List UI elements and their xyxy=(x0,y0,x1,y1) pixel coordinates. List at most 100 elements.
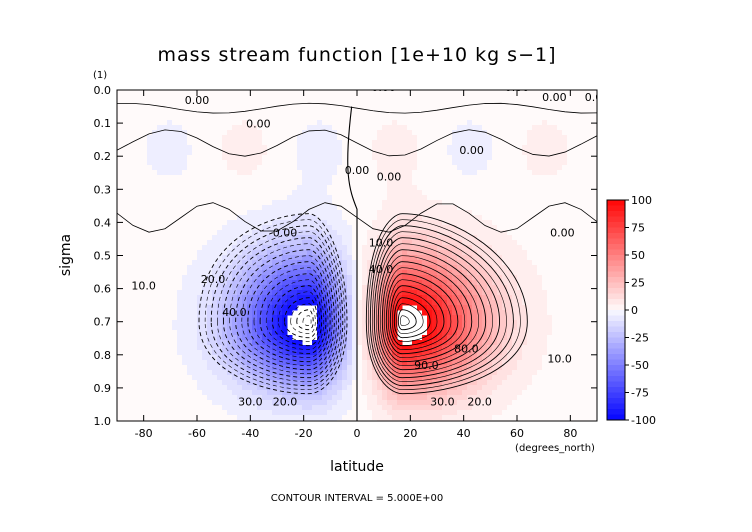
northern-hemisphere-hadley-cell-contour xyxy=(381,261,473,363)
contour-label: 40.0 xyxy=(369,263,394,276)
x-tick-label: 0 xyxy=(354,427,361,440)
contour-label: 0.00 xyxy=(550,227,575,240)
colorbar-tick-label: -50 xyxy=(631,359,649,372)
northern-hemisphere-hadley-cell-contour xyxy=(376,243,493,375)
contour-label: 10.0 xyxy=(369,237,394,250)
contour-label: 30.0 xyxy=(238,395,263,408)
upper-zero-contour xyxy=(117,102,597,114)
northern-hemisphere-hadley-cell-contour xyxy=(400,315,410,327)
x-axis-label: latitude xyxy=(330,459,384,475)
upper-zero-contour xyxy=(117,129,597,157)
contour-label: 20.0 xyxy=(273,395,298,408)
southern-hemisphere-hadley-cell-contour xyxy=(217,231,341,383)
contour-label: 90.0 xyxy=(414,359,439,372)
southern-hemisphere-hadley-cell-contour xyxy=(284,297,318,339)
northern-hemisphere-hadley-cell-contour xyxy=(392,291,438,343)
colorbar-tick-label: -25 xyxy=(631,332,649,345)
y-unit-label: (1) xyxy=(93,70,107,81)
northern-hemisphere-hadley-cell-contour xyxy=(393,297,431,339)
colorbar-tick-label: 50 xyxy=(631,249,645,262)
y-tick-label: 0.7 xyxy=(94,316,112,329)
southern-hemisphere-hadley-cell-contour xyxy=(210,225,344,387)
contour-label: 0.00 xyxy=(542,91,567,104)
colorbar-tick-label: 100 xyxy=(631,194,652,207)
northern-hemisphere-hadley-cell-contour xyxy=(388,279,452,351)
northern-hemisphere-hadley-cell-contour xyxy=(377,249,487,371)
zero-contour xyxy=(347,106,358,421)
y-tick-label: 0.2 xyxy=(94,150,112,163)
northern-hemisphere-hadley-cell-contour xyxy=(389,285,445,347)
x-tick-label: 60 xyxy=(510,427,524,440)
contour-label: 0.00 xyxy=(185,94,210,107)
plot-area: 0.00 0.00 0.00 0.00 0.00 0.00 0.00 0.00 0.00 0.00… xyxy=(116,81,610,422)
contour-label: 0.00 xyxy=(377,170,402,183)
northern-hemisphere-hadley-cell-contour xyxy=(397,309,417,331)
northern-hemisphere-hadley-cell-contour xyxy=(365,213,528,395)
southern-hemisphere-hadley-cell-contour xyxy=(278,291,320,343)
contour-interval-footer: CONTOUR INTERVAL = 5.000E+00 xyxy=(271,493,443,504)
colorbar-tick-label: 25 xyxy=(631,277,645,290)
y-tick-label: 0.0 xyxy=(94,84,112,97)
northern-hemisphere-hadley-cell-contour xyxy=(385,273,459,355)
contour-fill-layer xyxy=(117,90,597,421)
contour-label: 20.0 xyxy=(467,395,492,408)
southern-hemisphere-hadley-cell-contour xyxy=(247,261,331,363)
southern-hemisphere-hadley-cell-contour xyxy=(259,273,327,355)
northern-hemisphere-hadley-cell-contour xyxy=(380,255,480,367)
y-axis-label: sigma xyxy=(58,234,74,276)
x-tick-label: -80 xyxy=(135,427,153,440)
x-unit-label: (degrees_north) xyxy=(515,443,595,454)
x-tick-label: 40 xyxy=(457,427,471,440)
contour-label: 0.00 xyxy=(371,81,396,94)
y-tick-label: 0.3 xyxy=(94,183,112,196)
y-tick-label: 0.8 xyxy=(94,349,112,362)
x-tick-label: 80 xyxy=(563,427,577,440)
colorbar-tick-label: 0 xyxy=(631,304,638,317)
y-tick-label: 0.1 xyxy=(94,117,112,130)
southern-hemisphere-hadley-cell-contour xyxy=(241,255,333,367)
colorbar: 100 75 50 25 0 -25 -50 -75 -100 xyxy=(606,194,656,427)
contour-label: 30.0 xyxy=(430,395,455,408)
x-tick-label: -60 xyxy=(188,427,206,440)
northern-hemisphere-hadley-cell-contour xyxy=(373,237,501,379)
contour-label: 80.0 xyxy=(454,342,479,355)
southern-hemisphere-hadley-cell-contour xyxy=(198,213,348,395)
contour-label: 0.00 xyxy=(246,117,271,130)
chart-title: mass stream function [1e+10 kg s−1] xyxy=(157,44,556,66)
northern-hemisphere-hadley-cell-contour xyxy=(384,267,466,359)
southern-hemisphere-hadley-cell-contour xyxy=(229,243,337,375)
southern-hemisphere-hadley-cell-contour xyxy=(204,219,346,391)
southern-hemisphere-hadley-cell-contour xyxy=(302,315,312,327)
contour-label: 0.00 xyxy=(345,164,370,177)
contour-line-layer xyxy=(117,102,597,421)
southern-hemisphere-hadley-cell-contour xyxy=(296,309,314,331)
contour-label: 0.00 xyxy=(459,144,484,157)
y-tick-label: 0.5 xyxy=(94,250,112,263)
colorbar-tick-label: -75 xyxy=(631,387,649,400)
y-tick-label: 0.4 xyxy=(94,216,112,229)
contour-label-layer: 0.00 0.00 0.00 0.00 0.00 0.00 0.00 0.00 0.00 0.00… xyxy=(131,81,610,408)
x-tick-label: -20 xyxy=(295,427,313,440)
contour-label: 40.0 xyxy=(222,306,247,319)
x-tick-label: 20 xyxy=(403,427,417,440)
y-tick-label: 1.0 xyxy=(94,415,112,428)
northern-hemisphere-hadley-cell-contour xyxy=(372,231,507,383)
contour-label: 20.0 xyxy=(201,273,226,286)
y-tick-label: 0.6 xyxy=(94,283,112,296)
y-tick-label: 0.9 xyxy=(94,382,112,395)
contour-label: 0.00 xyxy=(273,227,298,240)
southern-hemisphere-hadley-cell-contour xyxy=(235,249,335,371)
contour-label: 0.00 xyxy=(585,91,610,104)
contour-label: 10.0 xyxy=(131,280,156,293)
colorbar-tick-label: -100 xyxy=(631,414,656,427)
northern-hemisphere-hadley-cell-contour xyxy=(369,225,514,387)
upper-zero-contour xyxy=(117,202,597,233)
southern-hemisphere-hadley-cell-contour xyxy=(290,303,316,335)
colorbar-tick-label: 75 xyxy=(631,222,645,235)
contour-label: 10.0 xyxy=(547,352,572,365)
southern-hemisphere-hadley-cell-contour xyxy=(222,237,340,379)
northern-hemisphere-hadley-cell-contour xyxy=(396,303,424,335)
southern-hemisphere-hadley-cell-contour xyxy=(265,279,325,351)
x-tick-label: -40 xyxy=(241,427,259,440)
